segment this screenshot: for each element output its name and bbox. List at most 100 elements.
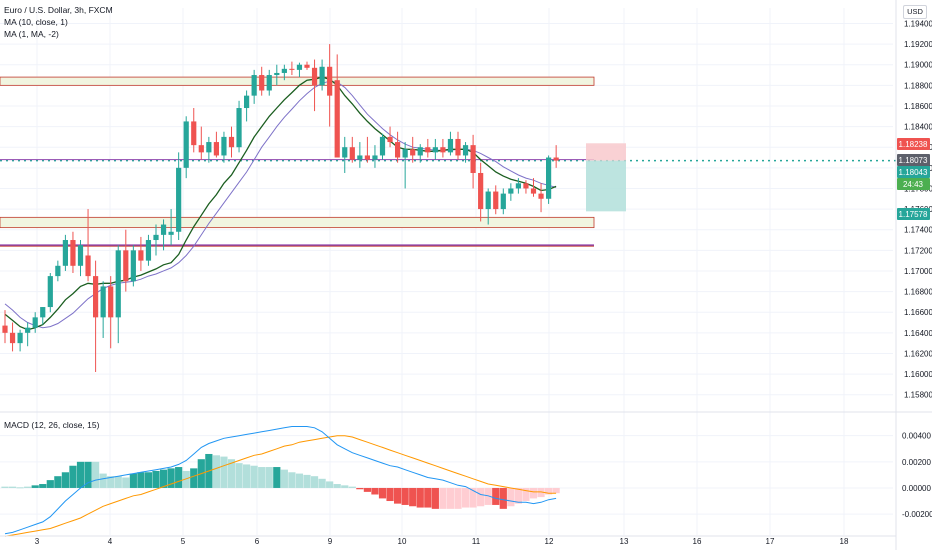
candle bbox=[508, 183, 514, 201]
candle bbox=[228, 126, 235, 158]
candle-body bbox=[236, 108, 242, 148]
candle-body bbox=[77, 245, 84, 266]
legend-macd[interactable]: MACD (12, 26, close, 15) bbox=[4, 420, 100, 430]
candle bbox=[387, 126, 393, 148]
candle bbox=[93, 260, 99, 373]
candle bbox=[538, 183, 544, 213]
macd-histogram-bar bbox=[341, 485, 349, 488]
x-tick-label: 3 bbox=[35, 537, 40, 546]
macd-histogram-bar bbox=[348, 486, 356, 488]
candle-body bbox=[387, 136, 393, 143]
candle bbox=[462, 142, 469, 163]
price-tag-label: 1.18073 bbox=[899, 156, 928, 165]
candle-body bbox=[478, 172, 484, 210]
candle-body bbox=[410, 149, 416, 156]
candle-body bbox=[530, 188, 537, 194]
candle-body bbox=[417, 147, 423, 156]
candle-body bbox=[364, 155, 370, 160]
candle bbox=[153, 224, 159, 256]
legend-ma-slow[interactable]: MA (1, MA, -2) bbox=[4, 29, 59, 39]
x-tick-label: 11 bbox=[472, 537, 481, 546]
x-tick-label: 18 bbox=[840, 537, 849, 546]
y-tick-label: 1.16000 bbox=[904, 370, 932, 379]
price-tag-bg bbox=[897, 178, 930, 190]
macd-histogram-bar bbox=[114, 476, 122, 488]
price-tag-target: 1.17578 bbox=[897, 208, 930, 220]
candle bbox=[455, 131, 461, 160]
candle-body bbox=[55, 265, 61, 277]
y-tick-label: 1.19400 bbox=[904, 19, 932, 28]
price-tag-timer: 24:43 bbox=[897, 178, 930, 190]
macd-histogram-bar bbox=[446, 487, 455, 509]
candle-body bbox=[183, 121, 189, 168]
currency-button[interactable]: USD bbox=[903, 5, 927, 19]
price-tag-bg bbox=[897, 138, 930, 150]
candle-body bbox=[191, 121, 197, 146]
macd-histogram-bar bbox=[394, 487, 402, 504]
candle-body bbox=[515, 183, 521, 189]
macd-line bbox=[4, 426, 557, 535]
candle bbox=[77, 240, 84, 277]
candle-body bbox=[228, 136, 235, 148]
candle-body bbox=[259, 75, 265, 91]
macd-histogram-bar bbox=[129, 473, 137, 488]
candle-body bbox=[508, 188, 514, 194]
macd-histogram-bar bbox=[152, 470, 160, 488]
candle-body bbox=[462, 145, 469, 156]
macd-y-tick-label: 0.00000 bbox=[902, 484, 931, 493]
y-tick-label: 1.19200 bbox=[904, 40, 932, 49]
macd-histogram-bar bbox=[280, 469, 288, 488]
candle-body bbox=[251, 75, 257, 96]
price-tag-last: 1.18073 bbox=[897, 154, 930, 166]
y-tick-label: 1.16200 bbox=[904, 349, 932, 358]
candle-body bbox=[553, 157, 559, 161]
price-tag-label: 1.17578 bbox=[899, 210, 928, 219]
candle bbox=[108, 276, 114, 349]
candle-body bbox=[304, 64, 310, 68]
candle bbox=[485, 188, 491, 225]
macd-histogram-bar bbox=[1, 486, 9, 488]
candle-body bbox=[274, 72, 280, 76]
macd-histogram-bar bbox=[356, 487, 364, 490]
macd-histogram-bar bbox=[431, 487, 439, 509]
candle-body bbox=[9, 332, 16, 344]
candle bbox=[70, 231, 76, 274]
candle-body bbox=[108, 286, 114, 318]
candle bbox=[213, 131, 219, 158]
candle bbox=[493, 185, 499, 215]
y-tick-label: 1.16400 bbox=[904, 329, 932, 338]
legend-symbol[interactable]: Euro / U.S. Dollar, 3h, FXCM bbox=[4, 5, 113, 15]
candle bbox=[478, 162, 484, 222]
y-tick-label: 1.17000 bbox=[904, 267, 932, 276]
candle bbox=[432, 138, 438, 160]
price-tag-bg bbox=[897, 154, 930, 166]
candle-body bbox=[206, 142, 212, 153]
macd-y-tick-label: -0.00200 bbox=[902, 510, 932, 519]
candle bbox=[236, 100, 242, 153]
macd-histogram-bar bbox=[507, 487, 515, 507]
macd-histogram-bar bbox=[8, 486, 17, 488]
candle bbox=[395, 131, 401, 163]
candle-body bbox=[130, 250, 136, 282]
candle bbox=[281, 64, 287, 81]
candle-body bbox=[440, 147, 446, 153]
candle bbox=[402, 142, 408, 189]
drawing-layer[interactable] bbox=[0, 76, 896, 247]
candle bbox=[32, 312, 38, 333]
candle bbox=[55, 260, 61, 282]
candle bbox=[379, 133, 386, 160]
candle-body bbox=[447, 138, 454, 153]
candle-body bbox=[289, 68, 295, 70]
candle-body bbox=[25, 327, 31, 333]
y-tick-label: 1.17200 bbox=[904, 246, 932, 255]
candle bbox=[553, 145, 559, 168]
legend-ma-fast[interactable]: MA (10, close, 1) bbox=[4, 17, 68, 27]
macd-histogram-bar bbox=[243, 464, 251, 488]
y-tick-label: 1.19000 bbox=[904, 61, 932, 70]
candle bbox=[417, 144, 423, 163]
candle-body bbox=[40, 307, 46, 318]
candle-body bbox=[523, 183, 529, 189]
candle-body bbox=[176, 167, 182, 232]
candle bbox=[183, 116, 189, 179]
